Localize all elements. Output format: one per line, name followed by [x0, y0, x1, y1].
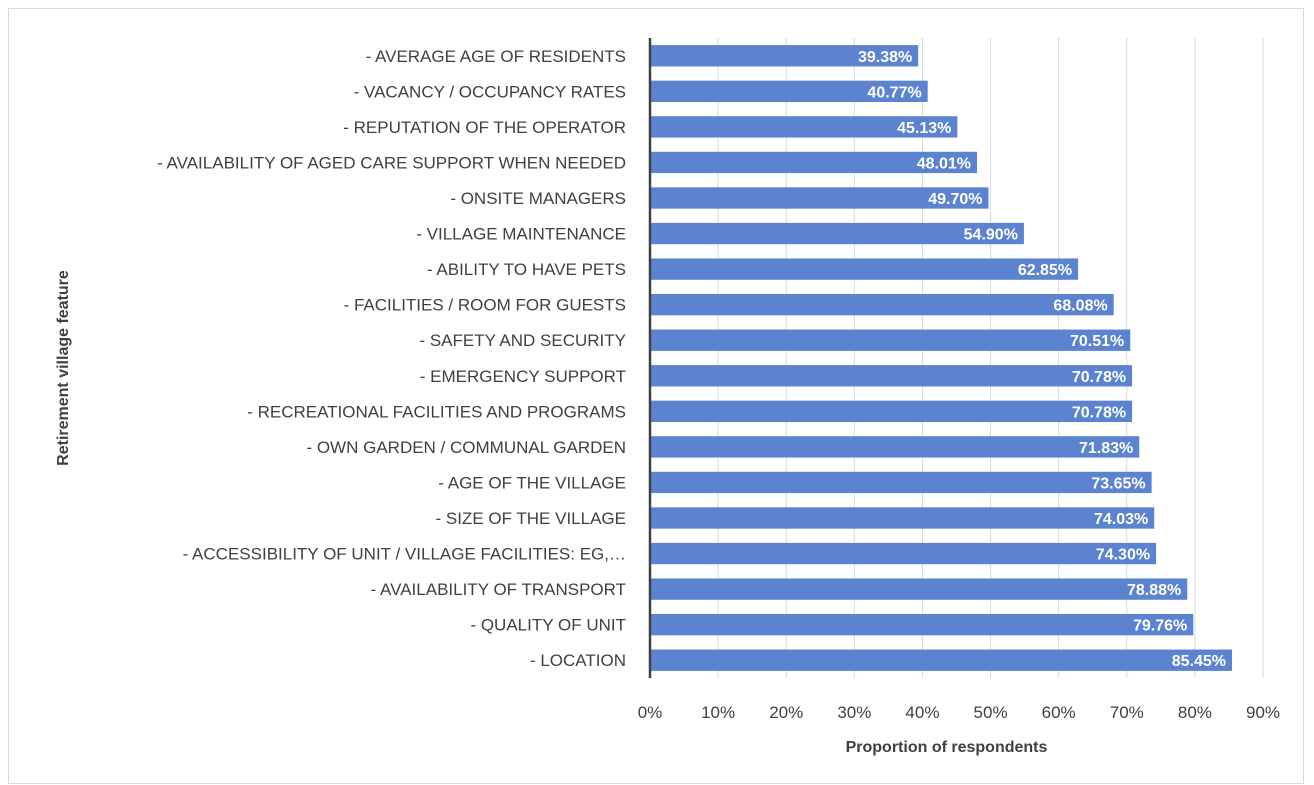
category-label: - SAFETY AND SECURITY — [419, 331, 626, 350]
category-label: - FACILITIES / ROOM FOR GUESTS — [344, 296, 626, 315]
bars: 39.38% 40.77% 45.13% 48.01% 49.70% 54.90% 62.8… — [650, 45, 1233, 671]
data-label: 62.85% — [1018, 262, 1072, 279]
x-tick-label: 50% — [974, 703, 1008, 722]
category-labels: - AVERAGE AGE OF RESIDENTS - VACANCY / OC… — [157, 47, 626, 670]
x-tick-label: 80% — [1178, 703, 1212, 722]
bar — [650, 649, 1233, 671]
category-label: - QUALITY OF UNIT — [470, 616, 626, 635]
category-label: - REPUTATION OF THE OPERATOR — [343, 118, 626, 137]
x-tick-label: 30% — [837, 703, 871, 722]
x-tick-label: 70% — [1110, 703, 1144, 722]
category-label: - ONSITE MANAGERS — [450, 189, 626, 208]
bar — [650, 471, 1152, 494]
category-label: - LOCATION — [530, 651, 626, 670]
category-label: - OWN GARDEN / COMMUNAL GARDEN — [306, 438, 626, 457]
x-axis-title: Proportion of respondents — [846, 739, 1048, 756]
bar — [650, 507, 1155, 529]
category-label: - SIZE OF THE VILLAGE — [435, 509, 626, 528]
category-label: - VILLAGE MAINTENANCE — [416, 225, 626, 244]
x-tick-label: 20% — [769, 703, 803, 722]
bar — [650, 436, 1140, 458]
data-label: 70.51% — [1070, 333, 1124, 350]
bar — [650, 294, 1114, 316]
x-tick-label: 0% — [638, 703, 663, 722]
bar — [650, 365, 1133, 387]
category-label: - VACANCY / OCCUPANCY RATES — [354, 82, 626, 101]
category-label: - EMERGENCY SUPPORT — [420, 367, 626, 386]
category-label: - AVAILABILITY OF TRANSPORT — [371, 580, 626, 599]
data-label: 45.13% — [897, 120, 951, 137]
data-label: 40.77% — [867, 84, 921, 101]
data-label: 49.70% — [928, 191, 982, 208]
data-label: 71.83% — [1079, 440, 1133, 457]
x-tick-label: 90% — [1246, 703, 1280, 722]
bar — [650, 614, 1194, 636]
bar — [650, 222, 1024, 245]
category-label: - AVERAGE AGE OF RESIDENTS — [366, 47, 626, 66]
y-axis-title: Retirement village feature — [55, 270, 72, 466]
bar — [650, 187, 989, 209]
x-tick-label: 60% — [1042, 703, 1076, 722]
bar — [650, 116, 958, 138]
category-label: - AVAILABILITY OF AGED CARE SUPPORT WHEN… — [157, 153, 626, 172]
data-label: 68.08% — [1053, 298, 1107, 315]
data-label: 79.76% — [1133, 618, 1187, 635]
x-tick-labels: 0% 10% 20% 30% 40% 50% 60% 70% 80% 90% — [638, 703, 1280, 722]
x-tick-label: 40% — [905, 703, 939, 722]
bar — [650, 151, 978, 174]
data-label: 70.78% — [1072, 404, 1126, 421]
data-label: 73.65% — [1091, 475, 1145, 492]
bar — [650, 329, 1131, 351]
data-label: 74.03% — [1094, 511, 1148, 528]
data-label: 74.30% — [1096, 547, 1150, 564]
bar — [650, 258, 1079, 280]
data-label: 70.78% — [1072, 369, 1126, 386]
data-label: 54.90% — [964, 227, 1018, 244]
category-label: - RECREATIONAL FACILITIES AND PROGRAMS — [247, 402, 626, 421]
category-label: - ABILITY TO HAVE PETS — [427, 260, 626, 279]
bar — [650, 80, 928, 102]
gridlines — [717, 38, 1264, 678]
bar — [650, 45, 919, 67]
data-label: 39.38% — [858, 49, 912, 66]
category-label: - ACCESSIBILITY OF UNIT / VILLAGE FACILI… — [183, 545, 626, 564]
data-label: 85.45% — [1172, 653, 1226, 670]
bar — [650, 578, 1188, 600]
x-tick-label: 10% — [701, 703, 735, 722]
bar — [650, 542, 1157, 565]
data-label: 48.01% — [917, 155, 971, 172]
data-label: 78.88% — [1127, 582, 1181, 599]
bar — [650, 400, 1133, 422]
category-label: - AGE OF THE VILLAGE — [438, 473, 626, 492]
